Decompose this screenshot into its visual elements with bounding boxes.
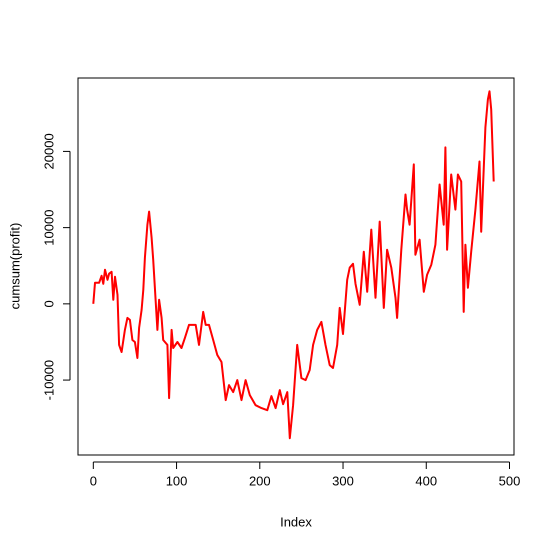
plot-box [77,77,515,456]
x-tick-label: 300 [332,473,354,488]
y-tick-label: 20000 [41,133,56,169]
y-tick-label: 10000 [41,210,56,246]
data-line [92,90,495,440]
y-axis-label: cumsum(profit) [7,223,22,310]
x-tick-label: 100 [166,473,188,488]
x-tick-label: 0 [90,473,97,488]
y-tick-label: -10000 [41,360,56,400]
y-tick-label: 0 [41,300,56,307]
x-tick-label: 500 [499,473,521,488]
x-axis-label: Index [280,514,312,529]
x-tick-label: 200 [249,473,271,488]
x-tick-label: 400 [415,473,437,488]
